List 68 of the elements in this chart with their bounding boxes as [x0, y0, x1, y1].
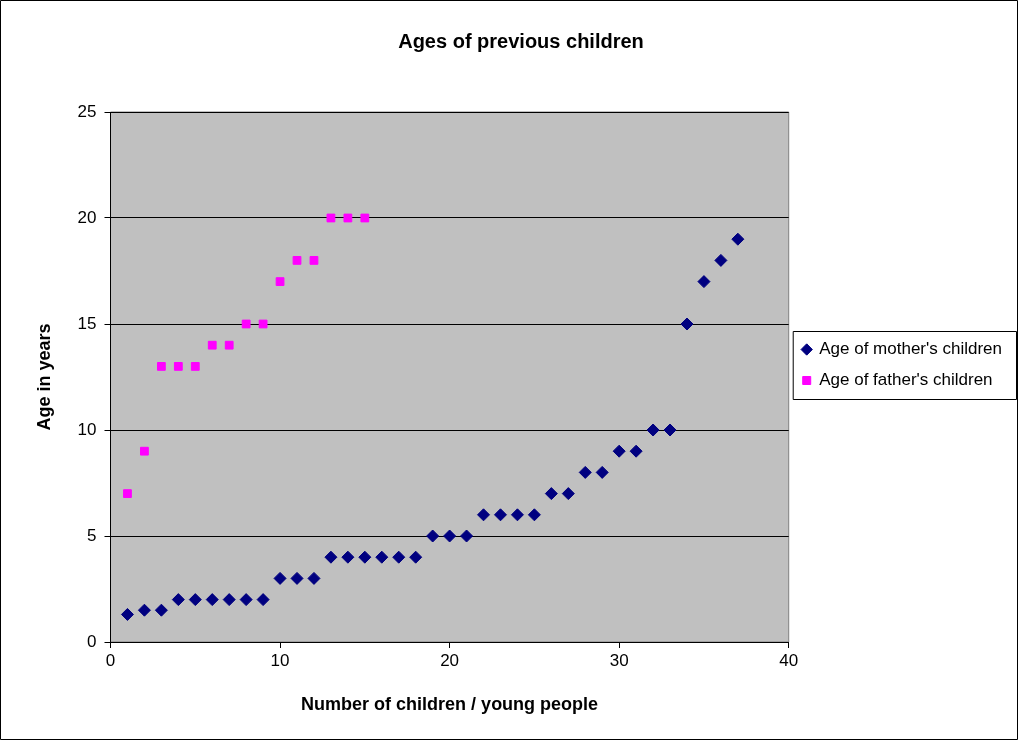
legend-label: Age of mother's children: [819, 339, 1003, 359]
y-tick-label: 20: [77, 207, 97, 227]
point: [680, 317, 694, 331]
x-axis-title: Number of children / young people: [301, 694, 599, 715]
point: [731, 232, 745, 246]
point: [222, 593, 236, 607]
x-tick-label: 20: [440, 650, 460, 670]
x-tick-label: 30: [609, 650, 629, 670]
point: [343, 213, 353, 223]
point: [256, 593, 270, 607]
point: [360, 213, 370, 223]
point: [324, 550, 338, 564]
point: [443, 529, 457, 543]
point: [207, 340, 217, 350]
point: [426, 529, 440, 543]
x-tick-label: 0: [105, 650, 116, 670]
point: [697, 275, 711, 289]
point: [188, 593, 202, 607]
y-axis-title: Age in years: [33, 323, 54, 431]
point: [544, 487, 558, 501]
point: [561, 487, 575, 501]
point: [137, 603, 151, 617]
point: [156, 362, 166, 371]
point: [714, 253, 728, 267]
point: [273, 571, 287, 585]
y-tick-label: 0: [87, 631, 97, 651]
y-tick-label: 25: [77, 101, 97, 121]
point: [123, 489, 132, 498]
point: [307, 571, 321, 585]
y-tick-label: 5: [87, 525, 97, 545]
point: [663, 423, 677, 437]
point: [612, 444, 626, 458]
point: [290, 571, 304, 585]
point: [392, 550, 406, 564]
point: [629, 444, 643, 458]
point: [173, 362, 183, 371]
point: [224, 340, 234, 350]
point: [309, 256, 319, 265]
legend-label: Age of father's children: [819, 370, 993, 390]
point: [595, 465, 609, 479]
point: [646, 423, 660, 437]
point: [275, 277, 285, 286]
point: [477, 508, 491, 522]
point: [409, 550, 423, 564]
point: [341, 550, 355, 564]
y-tick-label: 15: [77, 313, 97, 333]
x-tick-label: 10: [270, 650, 290, 670]
point: [578, 465, 592, 479]
point: [375, 550, 389, 564]
point: [120, 607, 134, 621]
point: [190, 362, 200, 371]
point: [154, 603, 168, 617]
point: [241, 319, 251, 329]
point: [239, 593, 253, 607]
chart-title: Ages of previous children: [398, 29, 644, 52]
point: [460, 529, 474, 543]
point: [205, 593, 219, 607]
point: [493, 508, 507, 522]
point: [171, 593, 185, 607]
point: [510, 508, 524, 522]
y-tick-label: 10: [77, 419, 97, 439]
point: [292, 256, 302, 265]
point: [258, 319, 268, 329]
point: [326, 213, 336, 223]
point: [140, 446, 149, 456]
point: [358, 550, 372, 564]
x-tick-label: 40: [779, 650, 799, 670]
point: [527, 508, 541, 522]
